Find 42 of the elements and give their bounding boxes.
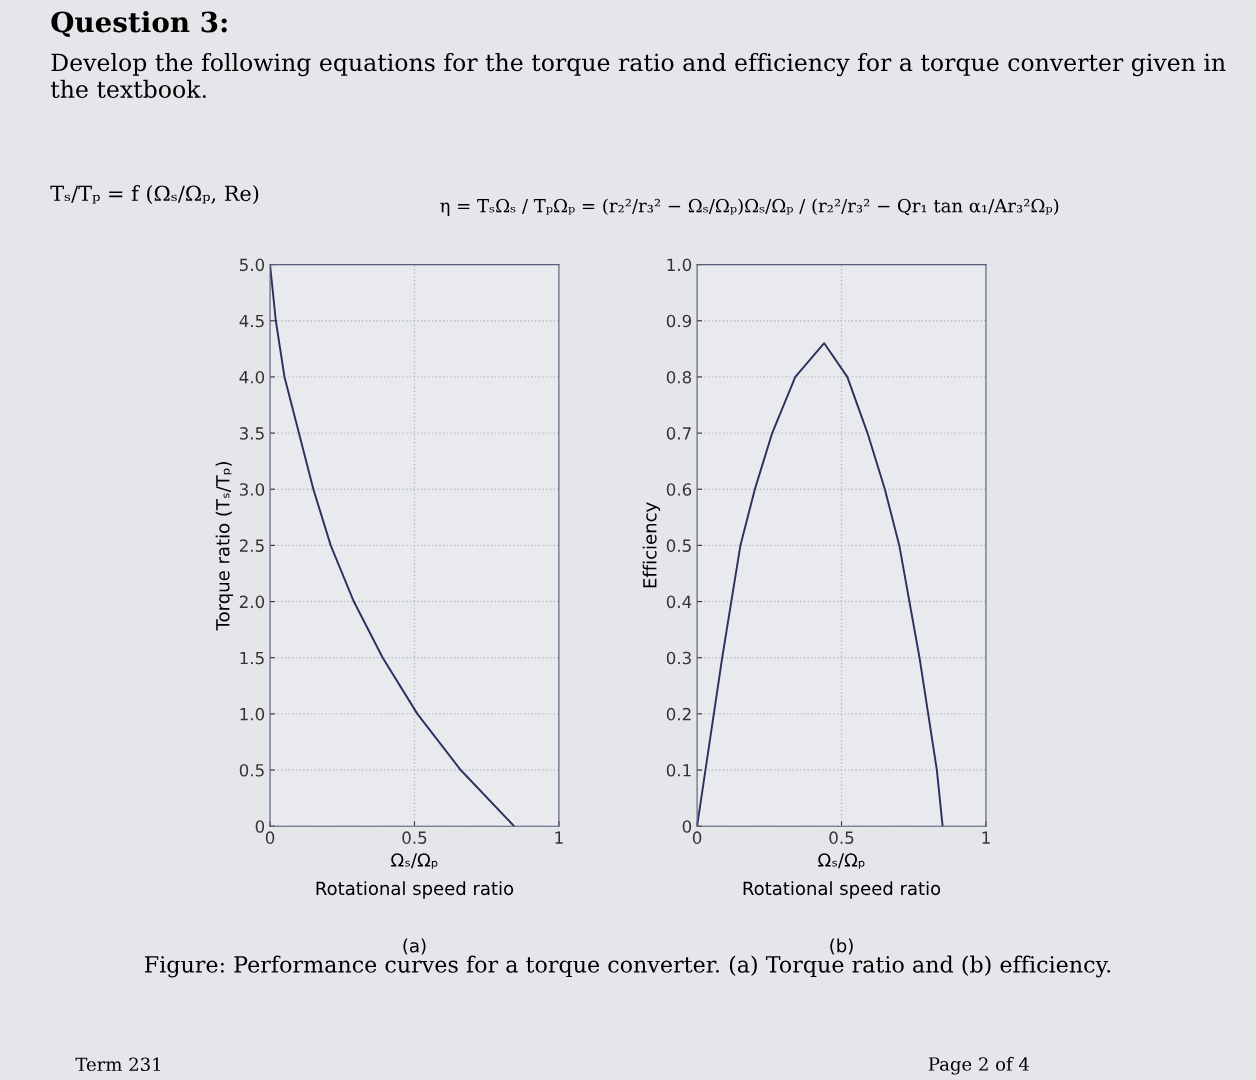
y-tick-label: 0.2 (666, 707, 691, 721)
text: Tₛ/Tₚ = f (Ωₛ/Ωₚ, Re) (50, 185, 259, 205)
y-tick-label: 0.3 (666, 651, 691, 665)
y-tick-label: 0.4 (666, 595, 692, 609)
y-tick-label: 0.7 (666, 427, 691, 440)
y-tick-label: 5.0 (239, 258, 265, 272)
x-tick-label: 1 (555, 831, 563, 844)
y-tick-label: 0.6 (666, 483, 692, 496)
text: Term 231 (75, 1057, 161, 1072)
text: Develop the following equations for the torque ratio and efficiency for a torque converter given in the textbook. (50, 52, 1226, 99)
y-tick-label: 0.5 (239, 764, 264, 777)
y-axis-title: Efficiency (642, 502, 661, 588)
y-tick-label: 1.5 (240, 651, 264, 665)
y-tick-label: 3.0 (239, 483, 265, 496)
x-tick-label: 0 (265, 831, 275, 844)
y-tick-label: 0.5 (666, 539, 691, 552)
y-tick-label: 0.1 (666, 764, 691, 777)
text: Question 3: (51, 10, 227, 38)
y-tick-label: 2.5 (239, 539, 264, 552)
text: η = TₛΩₛ / TₚΩₚ = (r₂²/r₃² − Ωₛ/Ωₚ)Ωₛ/Ωₚ / (r₂²/r₃² − Qr₁ tan α₁/Ar₃²Ωₚ) (440, 198, 1059, 216)
x-axis-title: Ωₛ/Ωₚ Rotational speed ratio (316, 853, 514, 899)
line-series (697, 342, 944, 827)
y-tick-label: 0 (255, 820, 265, 833)
text: (b) (830, 938, 853, 955)
x-tick-label: 0.5 (829, 831, 854, 844)
y-tick-label: 4.0 (239, 370, 265, 384)
text: (a) (403, 938, 426, 955)
text: Page 2 of 4 (928, 1056, 1030, 1075)
x-tick-label: 1 (982, 831, 990, 844)
text: Figure: Performance curves for a torque converter. (a) Torque ratio and (b) efficiency. (144, 955, 1111, 978)
y-tick-label: 0.9 (666, 314, 692, 328)
y-tick-label: 4.5 (239, 314, 264, 328)
y-tick-label: 1.0 (240, 707, 265, 721)
y-tick-label: 0.8 (666, 370, 692, 384)
y-tick-label: 3.5 (239, 427, 264, 440)
x-tick-label: 0.5 (402, 831, 427, 844)
x-axis-title: Ωₛ/Ωₚ Rotational speed ratio (743, 853, 941, 899)
y-tick-label: 0 (682, 820, 692, 833)
y-tick-label: 2.0 (239, 595, 265, 609)
y-axis-title: Torque ratio (Tₛ/Tₚ) (215, 461, 234, 631)
x-tick-label: 0 (692, 831, 702, 844)
y-tick-label: 1.0 (667, 258, 692, 272)
